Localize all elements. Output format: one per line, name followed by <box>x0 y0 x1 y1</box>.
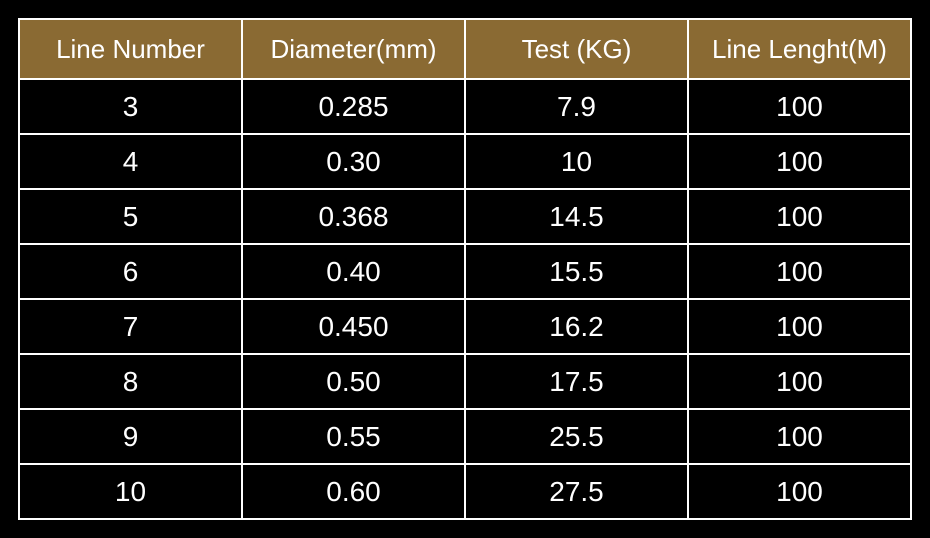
cell-line-number: 10 <box>19 464 242 519</box>
cell-test: 25.5 <box>465 409 688 464</box>
cell-line-number: 5 <box>19 189 242 244</box>
cell-length: 100 <box>688 299 911 354</box>
cell-test: 7.9 <box>465 79 688 134</box>
cell-length: 100 <box>688 464 911 519</box>
cell-test: 16.2 <box>465 299 688 354</box>
cell-diameter: 0.50 <box>242 354 465 409</box>
table-row: 3 0.285 7.9 100 <box>19 79 911 134</box>
cell-test: 15.5 <box>465 244 688 299</box>
cell-line-number: 4 <box>19 134 242 189</box>
col-header-length: Line Lenght(M) <box>688 19 911 79</box>
table-row: 7 0.450 16.2 100 <box>19 299 911 354</box>
cell-diameter: 0.450 <box>242 299 465 354</box>
cell-test: 10 <box>465 134 688 189</box>
table-row: 4 0.30 10 100 <box>19 134 911 189</box>
cell-test: 27.5 <box>465 464 688 519</box>
cell-diameter: 0.368 <box>242 189 465 244</box>
cell-diameter: 0.285 <box>242 79 465 134</box>
table-body: 3 0.285 7.9 100 4 0.30 10 100 5 0.368 14… <box>19 79 911 519</box>
table-row: 8 0.50 17.5 100 <box>19 354 911 409</box>
table-row: 10 0.60 27.5 100 <box>19 464 911 519</box>
cell-diameter: 0.30 <box>242 134 465 189</box>
col-header-line-number: Line Number <box>19 19 242 79</box>
spec-table: Line Number Diameter(mm) Test (KG) Line … <box>18 18 912 520</box>
table-row: 5 0.368 14.5 100 <box>19 189 911 244</box>
cell-diameter: 0.60 <box>242 464 465 519</box>
cell-length: 100 <box>688 134 911 189</box>
col-header-test: Test (KG) <box>465 19 688 79</box>
cell-length: 100 <box>688 79 911 134</box>
cell-length: 100 <box>688 244 911 299</box>
cell-diameter: 0.55 <box>242 409 465 464</box>
cell-line-number: 8 <box>19 354 242 409</box>
table-row: 6 0.40 15.5 100 <box>19 244 911 299</box>
cell-length: 100 <box>688 189 911 244</box>
cell-test: 14.5 <box>465 189 688 244</box>
cell-length: 100 <box>688 409 911 464</box>
cell-diameter: 0.40 <box>242 244 465 299</box>
cell-length: 100 <box>688 354 911 409</box>
table-header-row: Line Number Diameter(mm) Test (KG) Line … <box>19 19 911 79</box>
cell-line-number: 9 <box>19 409 242 464</box>
cell-line-number: 6 <box>19 244 242 299</box>
cell-line-number: 7 <box>19 299 242 354</box>
cell-line-number: 3 <box>19 79 242 134</box>
cell-test: 17.5 <box>465 354 688 409</box>
table-row: 9 0.55 25.5 100 <box>19 409 911 464</box>
col-header-diameter: Diameter(mm) <box>242 19 465 79</box>
